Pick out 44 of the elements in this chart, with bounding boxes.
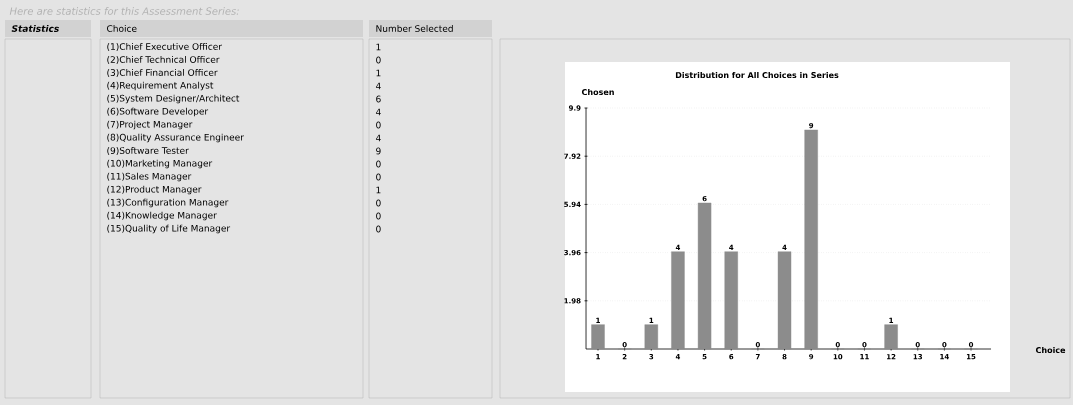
- text: (11)Sales Manager: [107, 172, 192, 182]
- bar: [671, 251, 685, 350]
- text: 0: [376, 160, 381, 168]
- text: 1: [376, 186, 381, 194]
- text: (13)Configuration Manager: [107, 198, 229, 208]
- text: 1: [376, 69, 381, 77]
- text: 0: [376, 173, 381, 181]
- text: 9: [376, 147, 381, 155]
- bar: [804, 129, 818, 350]
- text: (5)System Designer/Architect: [107, 94, 240, 104]
- text: 4: [375, 82, 381, 90]
- text: (6)Software Developer: [107, 107, 209, 117]
- text: 0: [376, 121, 381, 129]
- text: (8)Quality Assurance Engineer: [107, 133, 244, 143]
- text: (1)Chief Executive Officer: [107, 42, 222, 52]
- text: (7)Project Manager: [107, 120, 193, 130]
- text: (12)Product Manager: [107, 185, 202, 195]
- text: 4: [375, 108, 381, 116]
- text: Choice: [107, 25, 137, 32]
- text: Statistics: [11, 25, 59, 32]
- y-axis-title: Chosen: [581, 88, 614, 96]
- text: (9)Software Tester: [107, 146, 189, 156]
- text: (2)Chief Technical Officer: [107, 55, 220, 65]
- bar: [644, 324, 658, 350]
- text: (3)Chief Financial Officer: [107, 68, 218, 78]
- chart-title: Distribution for All Choices in Series: [675, 71, 839, 79]
- x-axis-title: Choice: [1035, 346, 1066, 354]
- text: 0: [376, 225, 381, 233]
- text: 4: [375, 134, 381, 142]
- text: 0: [376, 56, 381, 64]
- text: 6: [376, 95, 381, 103]
- text: (4)Requirement Analyst: [107, 81, 214, 91]
- bar: [591, 324, 605, 350]
- bar: [724, 251, 738, 350]
- text: Number Selected: [376, 25, 453, 32]
- text: 0: [376, 212, 381, 220]
- text: 0: [376, 199, 381, 207]
- bar: [697, 202, 712, 350]
- text: (15)Quality of Life Manager: [107, 224, 231, 234]
- text: (10)Marketing Manager: [107, 159, 213, 169]
- bar: [884, 324, 898, 350]
- text: (14)Knowledge Manager: [107, 211, 217, 221]
- text: 1: [376, 43, 381, 51]
- bar: [777, 251, 792, 350]
